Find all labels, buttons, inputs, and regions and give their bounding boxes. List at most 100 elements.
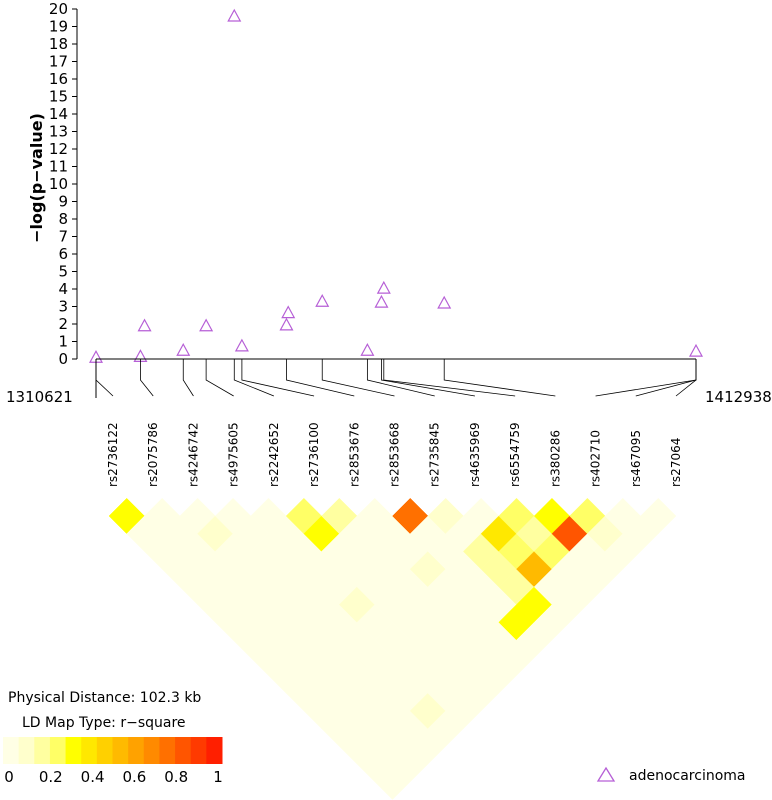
- y-tick-label: 18: [49, 35, 68, 53]
- color-scale-swatch: [65, 737, 82, 764]
- snp-connector: [381, 359, 475, 397]
- data-point: [227, 8, 242, 22]
- snp-label: rs2853668: [388, 422, 402, 487]
- color-scale-tick: 1: [213, 768, 223, 786]
- y-tick-label: 13: [49, 123, 68, 141]
- color-scale-swatch: [143, 737, 160, 764]
- y-tick-label: 5: [58, 263, 68, 281]
- y-tick-label: 2: [58, 315, 68, 333]
- data-point: [376, 280, 391, 294]
- color-scale-tick: 0.6: [122, 768, 146, 786]
- y-tick-label: 15: [49, 88, 68, 106]
- snp-label: rs4975605: [227, 422, 241, 487]
- snp-connector: [182, 359, 194, 397]
- snp-connector: [241, 359, 315, 397]
- ld-cell: [640, 497, 677, 535]
- data-point: [315, 293, 330, 307]
- color-scale-swatch: [3, 737, 20, 764]
- color-scale-swatch: [190, 737, 207, 764]
- y-tick-label: 14: [49, 105, 68, 123]
- y-tick-label: 10: [49, 175, 68, 193]
- snp-connector: [205, 359, 234, 397]
- ld-map-type-label: LD Map Type: r−square: [22, 715, 186, 731]
- color-scale-swatch: [112, 737, 129, 764]
- y-tick-label: 19: [49, 18, 68, 36]
- y-tick-label: 9: [58, 193, 68, 211]
- position-axis: [95, 358, 697, 398]
- snp-connector: [675, 359, 697, 397]
- ld-color-scale: 0 0.2 0.4 0.6 0.8 1: [3, 737, 223, 786]
- data-point: [137, 318, 152, 332]
- snp-position-connectors: [95, 359, 697, 397]
- legend-triangle-icon: [596, 766, 616, 782]
- y-tick-label: 8: [58, 210, 68, 228]
- color-scale-swatch: [128, 737, 145, 764]
- snp-connector: [635, 359, 697, 397]
- snp-connector: [286, 359, 355, 397]
- color-scale-tick: 0: [4, 768, 14, 786]
- snp-label: rs27064: [669, 438, 683, 487]
- snp-connector: [140, 359, 154, 397]
- y-tick-label: 12: [49, 140, 68, 158]
- data-point: [374, 294, 389, 308]
- data-point: [234, 338, 249, 352]
- y-tick-label: 1: [58, 333, 68, 351]
- data-point: [437, 295, 452, 309]
- color-scale-tick: 0.4: [81, 768, 105, 786]
- position-end-label: 1412938: [705, 388, 772, 406]
- snp-label: rs467095: [629, 430, 643, 487]
- color-scale-swatch: [81, 737, 98, 764]
- y-tick-label: 7: [58, 228, 68, 246]
- legend-label: adenocarcinoma: [629, 768, 745, 784]
- data-point: [199, 318, 214, 332]
- y-tick-label: 4: [58, 280, 68, 298]
- snp-connector: [595, 359, 697, 397]
- snp-labels: rs2736122 rs2075786 rs4246742 rs4975605 rs22…: [106, 422, 683, 487]
- y-tick-label: 0: [58, 350, 68, 368]
- snp-connector: [95, 359, 114, 397]
- y-tick-label: 16: [49, 70, 68, 88]
- snp-connector: [233, 359, 275, 397]
- y-tick-label: 3: [58, 298, 68, 316]
- color-scale-tick: 0.2: [39, 768, 63, 786]
- y-tick-label: 11: [49, 158, 68, 176]
- snp-label: rs2735845: [428, 422, 442, 487]
- color-scale-swatch: [159, 737, 176, 764]
- data-point: [688, 343, 704, 357]
- y-tick-label: 20: [49, 0, 68, 18]
- data-point: [176, 342, 191, 356]
- position-start-label: 1310621: [6, 388, 73, 406]
- snp-label: rs380286: [548, 430, 562, 487]
- y-axis-label: −log(p−value): [27, 113, 46, 243]
- legend: adenocarcinoma: [596, 766, 745, 784]
- snp-connector: [321, 359, 395, 397]
- snp-label: rs402710: [589, 430, 603, 487]
- snp-label: rs2853676: [347, 422, 361, 487]
- color-scale-swatch: [18, 737, 35, 764]
- snp-connector: [383, 359, 516, 397]
- snp-connector: [443, 359, 556, 397]
- color-scale-swatch: [206, 737, 223, 764]
- snp-label: rs2242652: [267, 422, 281, 487]
- color-scale-swatch: [96, 737, 113, 764]
- ld-heatmap: [108, 497, 677, 800]
- data-point: [279, 317, 294, 331]
- y-tick-label: 17: [49, 53, 68, 71]
- color-scale-swatch: [49, 737, 67, 764]
- color-scale-swatch: [175, 737, 192, 764]
- color-scale-swatch: [34, 737, 51, 764]
- snp-label: rs2736100: [307, 422, 321, 487]
- snp-label: rs2075786: [146, 422, 160, 487]
- snp-label: rs2736122: [106, 422, 120, 487]
- snp-label: rs6554759: [508, 422, 522, 487]
- data-points: [88, 8, 704, 363]
- y-tick-label: 6: [58, 245, 68, 263]
- data-point: [281, 305, 296, 319]
- snp-label: rs4246742: [186, 422, 200, 487]
- snp-connector: [366, 359, 435, 397]
- color-scale-tick: 0.8: [164, 768, 188, 786]
- data-point: [360, 342, 375, 356]
- snp-label: rs4635969: [468, 422, 482, 487]
